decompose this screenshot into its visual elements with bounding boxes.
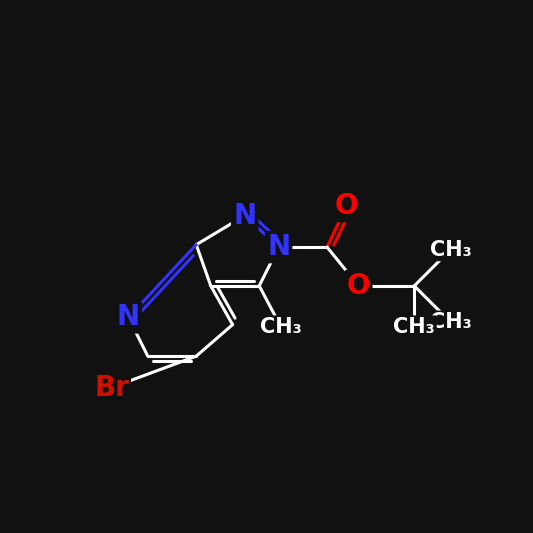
Text: N: N — [267, 233, 290, 261]
Text: CH₃: CH₃ — [430, 239, 472, 260]
Text: CH₃: CH₃ — [260, 317, 302, 337]
Text: CH₃: CH₃ — [430, 312, 472, 332]
Text: Br: Br — [94, 374, 129, 402]
Text: O: O — [335, 192, 358, 220]
Text: N: N — [117, 303, 140, 332]
Text: CH₃: CH₃ — [393, 317, 435, 337]
Text: N: N — [233, 201, 256, 230]
Text: O: O — [347, 272, 370, 300]
